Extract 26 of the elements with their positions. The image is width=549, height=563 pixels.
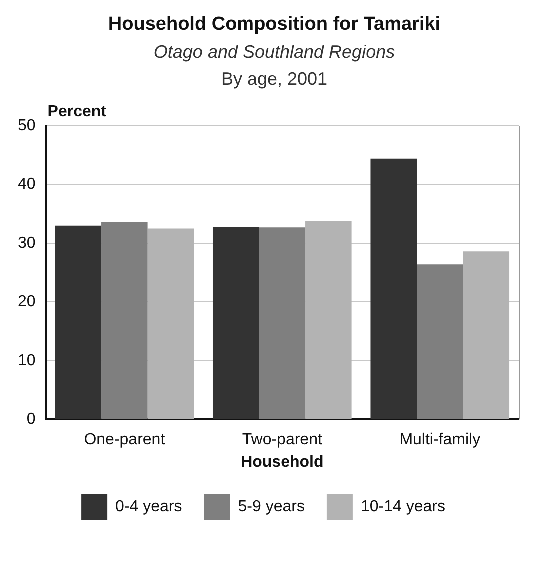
bar — [102, 222, 148, 420]
legend-label: 10-14 years — [360, 498, 446, 516]
x-tick-label: One-parent — [84, 432, 166, 449]
y-tick-label: 20 — [18, 294, 36, 311]
bar — [259, 228, 306, 420]
bar — [417, 264, 464, 420]
legend-label: 0-4 years — [116, 498, 182, 516]
text: By age, 2001 — [220, 69, 329, 90]
x-tick-label: Two-parent — [242, 432, 323, 449]
bar — [55, 226, 102, 420]
bar — [370, 158, 417, 420]
x-tick-label: Multi-family — [400, 432, 481, 449]
bar — [463, 252, 510, 420]
y-tick-label: 0 — [26, 411, 36, 428]
x-axis-title: Household — [241, 454, 324, 471]
chart-subtitle: Otago and Southland Regions — [152, 42, 396, 63]
bar — [148, 228, 194, 420]
y-tick-label: 30 — [18, 234, 36, 252]
y-axis-title: Percent — [48, 103, 108, 120]
y-tick-label: 50 — [18, 117, 36, 134]
y-tick-label: 40 — [18, 176, 36, 194]
y-tick-label: 10 — [18, 352, 36, 370]
legend-label: 5-9 years — [238, 498, 305, 516]
bar — [306, 221, 352, 420]
chart-title: Household Composition for Tamariki — [107, 13, 442, 36]
bar — [212, 227, 260, 420]
